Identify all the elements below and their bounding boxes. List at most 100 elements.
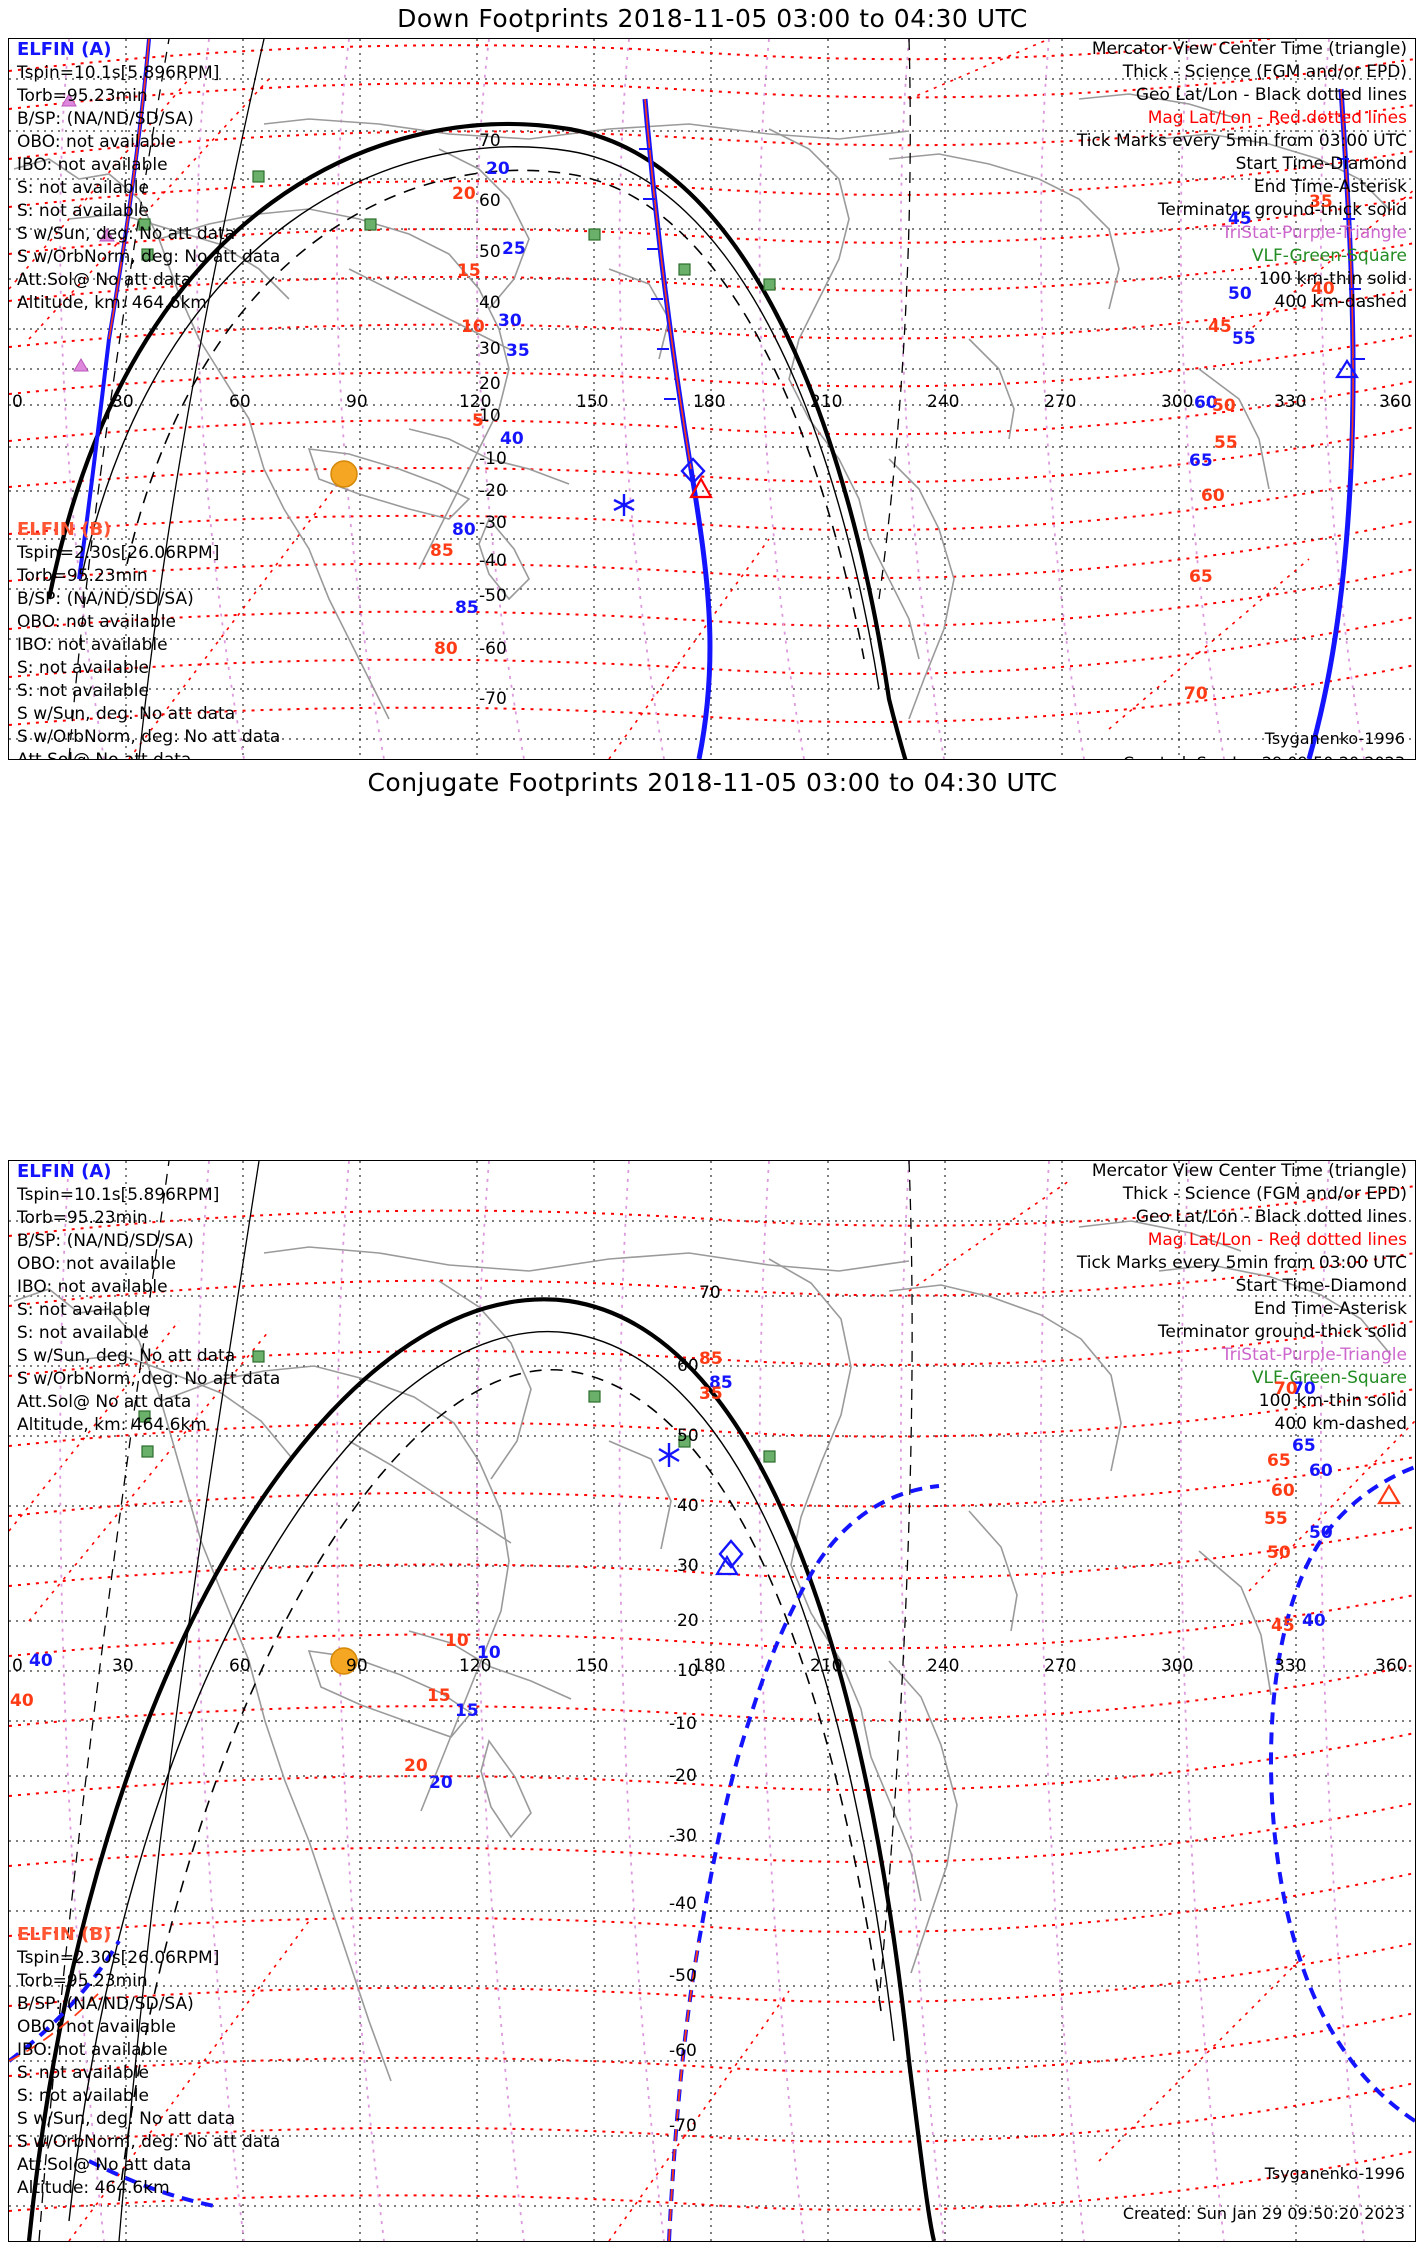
sat-a-header-down: ELFIN (A) (17, 39, 112, 60)
sat-a-line-8-down: S w/OrbNorm, deg: No att data (17, 247, 281, 267)
terminator-ground-conj (26, 1297, 937, 2241)
lon-tick-330-conj: 330 (1274, 1656, 1307, 1676)
legend-10-down: 100 km-thin solid (1258, 269, 1407, 289)
legend-11-conj: 400 km-dashed (1274, 1414, 1407, 1434)
lat-tick-m40-conj: -40 (669, 1894, 697, 1914)
legend-9-down: VLF-Green-Square (1251, 246, 1407, 266)
mlat-blue-20: 20 (486, 159, 510, 179)
lon-tick-210-conj: 210 (810, 1656, 843, 1676)
conj-track-c (9, 1939, 121, 2063)
mlat-red-40-conj: 40 (10, 1691, 34, 1711)
legend-9-conj: VLF-Green-Square (1251, 1368, 1407, 1388)
legend-4-conj: Tick Marks every 5min from 03:00 UTC (1076, 1253, 1407, 1273)
mlat-red-55: 55 (1214, 433, 1238, 453)
tick-marks-down (639, 148, 1365, 400)
mlat-blue-40-conj: 40 (1302, 1611, 1326, 1631)
lat-tick-60-conj: 60 (677, 1356, 699, 1376)
mag-lat-lines-down (9, 39, 1415, 726)
lat-tick-m60: -60 (479, 639, 507, 659)
sat-a-line-4-conj: IBO: not available (17, 1277, 168, 1297)
lon-tick-30: 30 (112, 392, 134, 412)
mlat-red-80: 80 (434, 639, 458, 659)
sat-a-line-6-conj: S: not available (17, 1323, 149, 1343)
mlat-blue-20-conj: 20 (429, 1773, 453, 1793)
lat-tick-60: 60 (479, 191, 501, 211)
coastlines-down (13, 93, 1390, 720)
mlt-meridians-conj (59, 1161, 1365, 2241)
lat-tick-m60-conj: -60 (669, 2041, 697, 2061)
sat-a-line-7-conj: S w/Sun, deg: No att data (17, 1346, 236, 1366)
conj-track-tail (88, 2159, 220, 2209)
mlat-red-15-conj: 15 (427, 1686, 451, 1706)
lat-tick-20: 20 (479, 374, 501, 394)
terminator-400km-conj (118, 1368, 882, 2202)
sat-b-line-3-down: OBO: not available (17, 612, 176, 632)
sat-b-line-7-down: S w/Sun, deg: No att data (17, 704, 236, 724)
panel-down-footprints: Down Footprints 2018-11-05 03:00 to 04:3… (0, 0, 1425, 1120)
mlat-red-15: 15 (457, 261, 481, 281)
mlat-blue-60-conj: 60 (1309, 1461, 1333, 1481)
legend-7-conj: Terminator ground-thick solid (1157, 1322, 1407, 1342)
mlat-blue-65: 65 (1189, 451, 1213, 471)
mlat-blue-10-conj: 10 (477, 1643, 501, 1663)
sat-a-line-7-down: S w/Sun, deg: No att data (17, 224, 236, 244)
legend-8-conj: TriStat-Purple-Triangle (1221, 1345, 1407, 1365)
mlat-blue-80: 80 (452, 520, 476, 540)
lat-tick-70: 70 (479, 131, 501, 151)
lon-tick-180-conj: 180 (693, 1656, 726, 1676)
mag-lat-lines-conj (9, 1185, 1415, 2212)
sat-b-line-4-down: IBO: not available (17, 635, 168, 655)
sat-b-line-0-conj: Tspin=2.30s[26.06RPM] (17, 1948, 220, 1968)
map-canvas-conjugate (9, 1161, 1415, 2241)
sat-a-line-2-down: B/SP: (NA/ND/SD/SA) (17, 109, 194, 129)
vlf-square-marker-conj (138, 1350, 776, 1463)
sat-a-line-6-down: S: not available (17, 201, 149, 221)
mlat-blue-70-conj: 70 (1292, 1379, 1316, 1399)
panel-conjugate-footprints: ELFIN (A) Tspin=10.1s[5.896RPM] Torb=95.… (0, 1120, 1425, 2250)
sat-b-line-2-down: B/SP: (NA/ND/SD/SA) (17, 589, 194, 609)
lat-tick-m50: -50 (479, 586, 507, 606)
sat-b-line-7-conj: S w/Sun, deg: No att data (17, 2109, 236, 2129)
mlat-blue-60: 60 (1194, 393, 1218, 413)
mlat-blue-50: 50 (1228, 284, 1252, 304)
sat-b-line-8-down: S w/OrbNorm, deg: No att data (17, 727, 281, 747)
legend-7-down: Terminator ground-thick solid (1157, 200, 1407, 220)
sat-a-line-10-conj: Altitude, km: 464.6km (17, 1415, 207, 1435)
terminator-400km-down (126, 169, 865, 660)
mlat-red-70-conj: 70 (1274, 1379, 1298, 1399)
panel-title-conjugate: Conjugate Footprints 2018-11-05 03:00 to… (367, 768, 1058, 797)
map-canvas-down (9, 39, 1415, 759)
lon-tick-0-conj: 0 (12, 1656, 23, 1676)
conj-track-a (667, 1484, 940, 2241)
mlat-blue-50-conj: 50 (1309, 1523, 1333, 1543)
lat-tick-m30-conj: -30 (669, 1826, 697, 1846)
lon-tick-150-conj: 150 (576, 1656, 609, 1676)
legend-3-down: Mag Lat/Lon - Red dotted lines (1147, 108, 1407, 128)
conj-track-b (1268, 1465, 1415, 2123)
geo-grid-down (9, 39, 1415, 759)
mlat-red-10-conj: 10 (445, 1631, 469, 1651)
sat-a-line-3-conj: OBO: not available (17, 1254, 176, 1274)
sat-a-line-9-down: Att.Sol@ No att data (17, 270, 192, 290)
lon-tick-300: 300 (1161, 392, 1194, 412)
mlat-red-45: 45 (1208, 317, 1232, 337)
sat-a-line-5-down: S: not available (17, 178, 149, 198)
sat-a-line-4-down: IBO: not available (17, 155, 168, 175)
legend-2-conj: Geo Lat/Lon - Black dotted lines (1135, 1207, 1407, 1227)
mlat-blue-40b-conj: 40 (29, 1651, 53, 1671)
mlat-red-85: 85 (430, 541, 454, 561)
terminator-100km-down (80, 146, 880, 690)
lon-tick-360-conj: 360 (1375, 1656, 1408, 1676)
lat-tick-30-conj: 30 (677, 1556, 699, 1576)
mlat-red-20: 20 (452, 184, 476, 204)
center-triangle-b-down (1335, 358, 1359, 379)
mlat-blue-40: 40 (500, 429, 524, 449)
mlat-blue-30: 30 (498, 311, 522, 331)
legend-0-down: Mercator View Center Time (triangle) (1091, 39, 1407, 59)
center-triangle-a-down (689, 476, 713, 499)
lat-tick-10: 10 (479, 406, 501, 426)
lat-tick-40: 40 (479, 293, 501, 313)
mag-lon-lines-conj (9, 1180, 1415, 2241)
legend-10-conj: 100 km-thin solid (1258, 1391, 1407, 1411)
